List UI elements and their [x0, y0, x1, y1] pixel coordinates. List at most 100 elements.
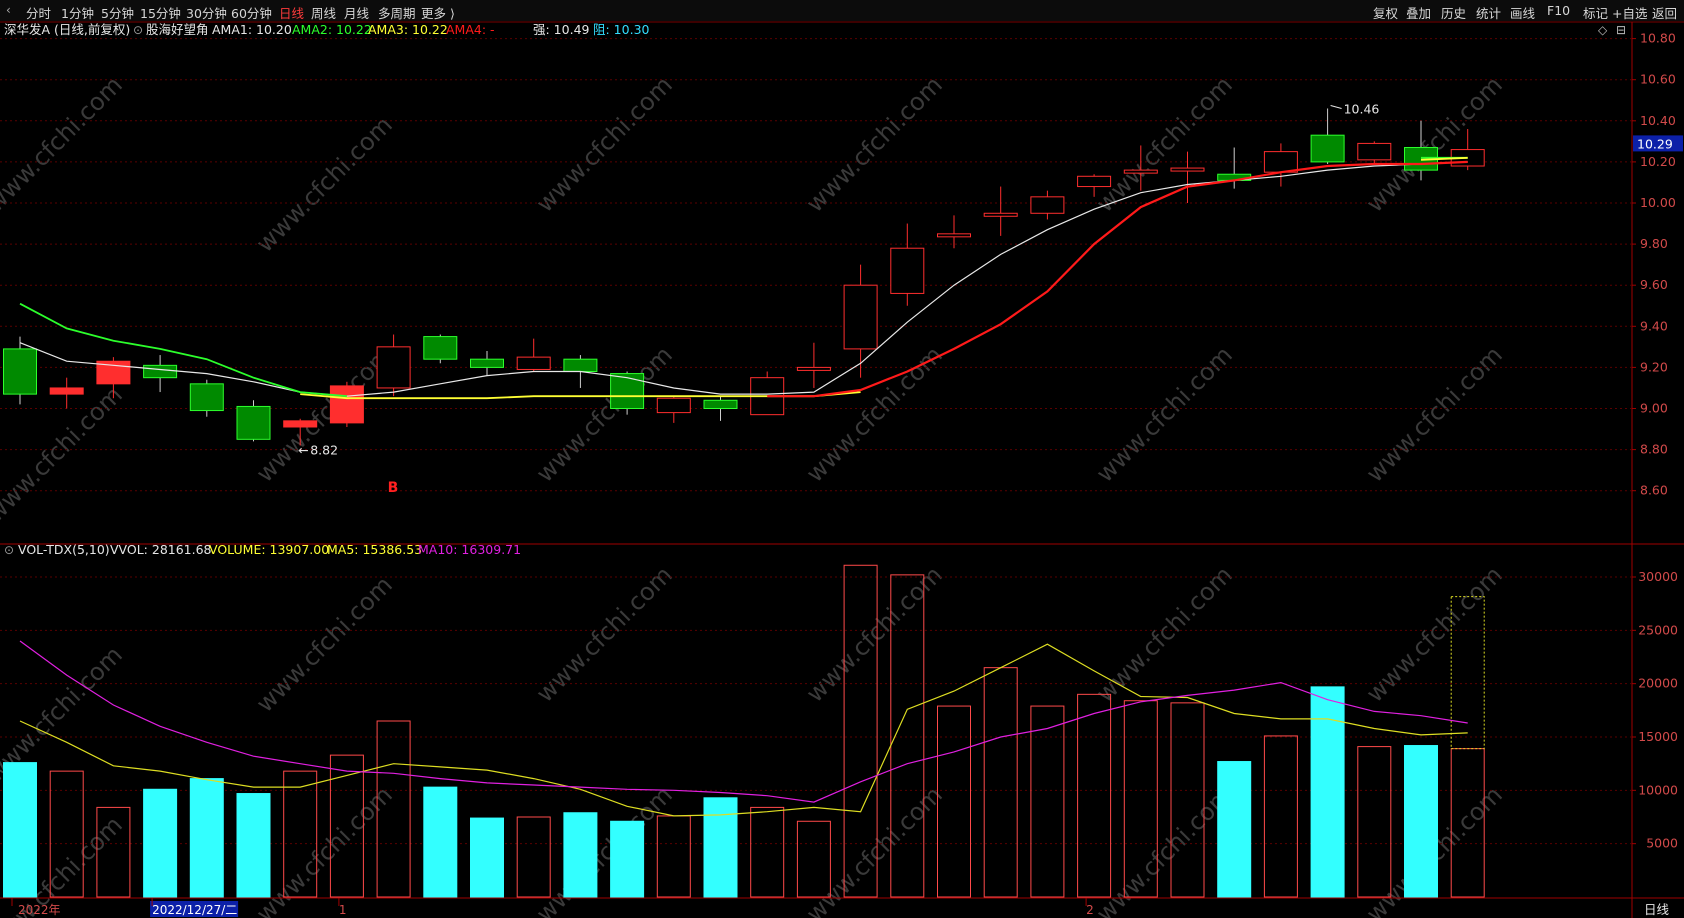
volume-tick-label: 10000 [1638, 782, 1678, 797]
price-tick-label: 9.60 [1640, 277, 1668, 292]
x-axis-label: 1 [339, 903, 347, 917]
candle-body [1077, 175, 1112, 188]
price-legend: 深华发A (日线,前复权) ⊙ 股海好望角 AMA1: 10.20 AMA2: … [4, 22, 1626, 37]
indicator-toggle-icon[interactable]: ⊙ [133, 23, 143, 37]
toolbar-button-6[interactable]: 标记 [1583, 6, 1609, 21]
panel-menu-icon[interactable]: ⊟ [1616, 23, 1626, 37]
volume-toggle-icon[interactable]: ⊙ [4, 543, 14, 557]
candle-body [329, 385, 364, 424]
candle-body [610, 373, 645, 410]
volume-label: VOLUME: 13907.00 [209, 542, 329, 557]
volume-bar [236, 793, 271, 898]
y-axis: 8.60 8.80 9.00 9.20 9.40 9.60 9.80 10.00 10.20 10… [1632, 31, 1678, 851]
period-tab-2[interactable]: 5分钟 [101, 6, 134, 21]
diamond-icon[interactable]: ◇ [1598, 23, 1608, 37]
low-price-label: 8.82 [310, 442, 338, 457]
candle-body [843, 284, 878, 350]
candle-body [656, 397, 691, 414]
toolbar-button-3[interactable]: 统计 [1476, 6, 1502, 21]
period-tab-3[interactable]: 15分钟 [140, 6, 181, 21]
toolbar-button-0[interactable]: 复权 [1373, 6, 1399, 21]
indicator-name-label: 股海好望角 [146, 22, 209, 37]
price-tick-label: 9.20 [1640, 359, 1668, 374]
watermark-text: www.cfchi.com [251, 571, 398, 718]
toolbar-button-2[interactable]: 历史 [1441, 6, 1467, 21]
candle-body [470, 358, 504, 368]
ama2-label: AMA2: 10.22 [292, 22, 372, 37]
ama4-line [767, 160, 1468, 398]
ma5-label: MA5: 15386.53 [327, 542, 422, 557]
period-tab-5[interactable]: 60分钟 [231, 6, 272, 21]
toolbar-button-4[interactable]: 画线 [1510, 6, 1536, 21]
ama1-label: AMA1: 10.20 [212, 22, 292, 37]
toolbar-button-5[interactable]: F10 [1547, 3, 1571, 18]
volume-tick-label: 15000 [1638, 729, 1678, 744]
volume-bars [3, 564, 1485, 898]
period-tab-6[interactable]: 日线 [279, 6, 305, 21]
watermark-text: www.cfchi.com [251, 781, 398, 918]
candle-body [983, 212, 1018, 217]
x-axis-label: 2022/12/27/二 [152, 903, 237, 917]
volume-bar [563, 812, 598, 898]
candle-body [283, 420, 318, 428]
candle-body [563, 358, 598, 373]
watermark-text: www.cfchi.com [1361, 561, 1508, 708]
toolbar-button-1[interactable]: 叠加 [1406, 6, 1432, 21]
vvol-bar [1450, 596, 1485, 750]
watermark-text: www.cfchi.com [531, 781, 678, 918]
volume-bar [329, 754, 364, 898]
x-axis-label: 2 [1086, 903, 1094, 917]
watermark-text: www.cfchi.com [801, 71, 948, 218]
candle-body [796, 366, 831, 371]
price-tick-label: 8.80 [1640, 442, 1668, 457]
volume-ma-lines [19, 640, 1468, 817]
candle-body [1030, 196, 1065, 214]
back-chevron-icon[interactable]: ‹ [6, 3, 11, 17]
price-tick-label: 10.60 [1640, 72, 1676, 87]
period-tab-8[interactable]: 月线 [344, 6, 370, 21]
period-tab-1[interactable]: 1分钟 [61, 6, 94, 21]
volume-bar [1217, 761, 1252, 898]
low-arrow-icon: ← [298, 442, 308, 457]
x-axis-label: 2022年 [18, 903, 61, 917]
candle-body [1263, 151, 1298, 173]
period-tab-9[interactable]: 多周期 [378, 6, 416, 21]
volume-bar [49, 770, 84, 898]
price-tick-label: 10.80 [1640, 31, 1676, 46]
volume-bar [3, 762, 37, 898]
volume-bar [843, 564, 878, 898]
toolbar-button-7[interactable]: +自选 [1612, 6, 1648, 21]
strong-level-label: 强: 10.49 [533, 22, 590, 37]
candle-body [236, 405, 271, 440]
period-tab-4[interactable]: 30分钟 [186, 6, 227, 21]
candle-body [1310, 134, 1345, 163]
period-tab-7[interactable]: 周线 [311, 6, 337, 21]
price-tick-label: 10.00 [1640, 195, 1676, 210]
volume-tick-label: 5000 [1646, 836, 1678, 851]
price-tick-label: 10.40 [1640, 113, 1676, 128]
stock-name-label: 深华发A (日线,前复权) [4, 22, 130, 37]
volume-bar [1030, 705, 1065, 898]
current-price-tag: 10.29 [1637, 136, 1673, 151]
volume-tick-label: 20000 [1638, 676, 1678, 691]
volume-bar [1123, 700, 1158, 898]
volume-tick-label: 25000 [1638, 622, 1678, 637]
volume-bar [96, 806, 131, 898]
watermark-text: www.cfchi.com [531, 341, 678, 488]
annotations: 8.82 10.46 B 10.29 ← [298, 101, 1683, 496]
watermark-text: www.cfchi.com [251, 341, 398, 488]
period-tab-0[interactable]: 分时 [26, 6, 52, 21]
period-corner-label[interactable]: 日线 [1644, 902, 1670, 917]
toolbar-button-8[interactable]: 返回 [1652, 6, 1678, 21]
watermark-text: www.cfchi.com [531, 561, 678, 708]
period-tab-10[interactable]: 更多 ⟩ [421, 6, 455, 21]
candle-body [423, 336, 458, 360]
ama1-line [19, 161, 1468, 397]
price-tick-label: 8.60 [1640, 483, 1668, 498]
volume-bar [189, 778, 224, 898]
volume-bar [983, 667, 1018, 898]
price-tick-label: 9.80 [1640, 236, 1668, 251]
candle-body [49, 387, 84, 395]
x-axis-date-highlight [150, 901, 239, 917]
